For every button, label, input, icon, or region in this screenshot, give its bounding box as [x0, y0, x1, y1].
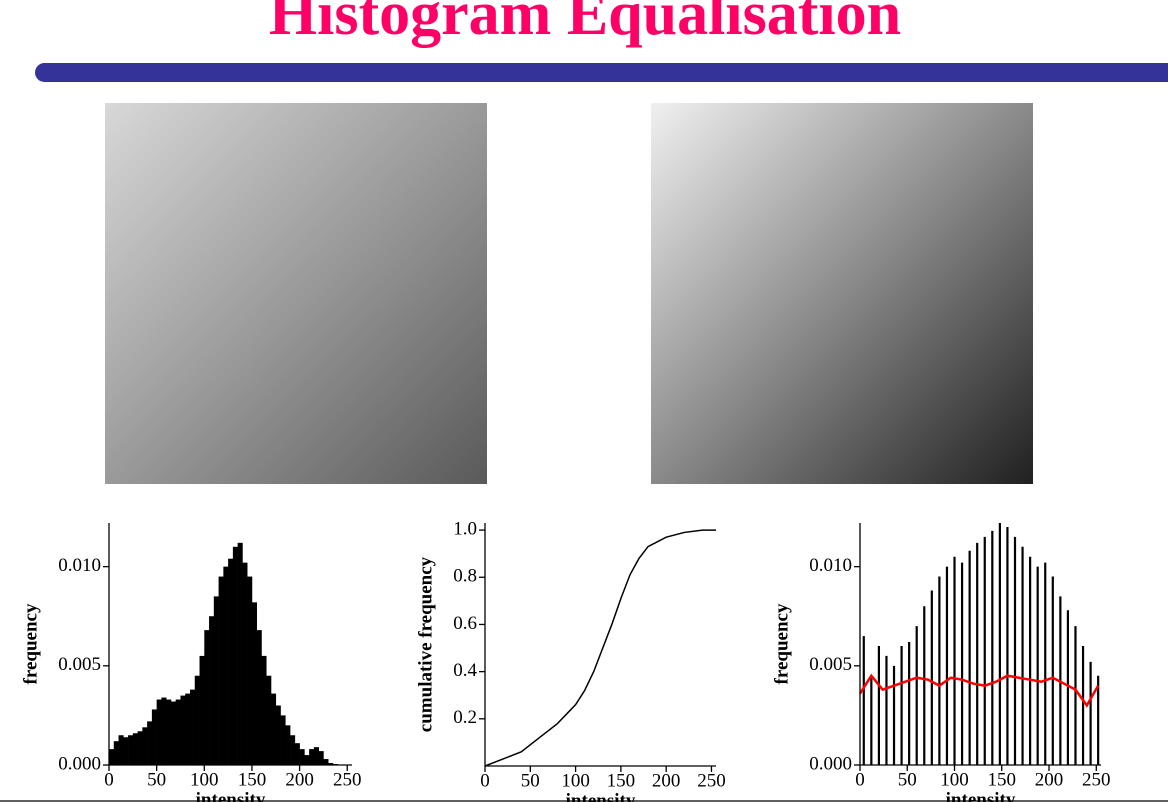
x-tick-label: 0	[855, 769, 865, 790]
x-tick-label: 250	[697, 770, 726, 791]
x-tick-label: 250	[1082, 769, 1111, 790]
x-tick-label: 200	[1035, 769, 1064, 790]
histogram-bar	[166, 699, 172, 765]
histogram-bar	[170, 701, 177, 765]
y-tick-label: 0.005	[809, 654, 852, 675]
data-line	[858, 673, 1100, 708]
histogram-bar	[151, 709, 157, 765]
histogram-bar	[271, 693, 277, 765]
y-tick-label: 0.000	[809, 753, 852, 774]
histogram-bar	[313, 747, 319, 765]
histogram-bar	[113, 741, 119, 765]
histogram-bar	[204, 630, 210, 765]
x-axis-label: intensity	[566, 790, 636, 802]
x-tick-label: 0	[104, 769, 114, 790]
y-tick-label: 0.010	[809, 555, 852, 576]
data-line	[484, 529, 716, 767]
histogram-bar	[175, 699, 181, 765]
histogram-bar	[232, 546, 238, 765]
y-tick-label: 1.0	[453, 518, 477, 539]
histogram-bar	[156, 699, 162, 765]
histogram-bar	[318, 751, 324, 765]
histogram-bar	[261, 655, 267, 765]
histogram-bar	[275, 705, 281, 765]
y-tick-label: 0.6	[453, 613, 477, 634]
x-tick-label: 150	[238, 769, 267, 790]
y-tick-label: 0.010	[58, 555, 101, 576]
histogram-bar	[199, 655, 205, 765]
y-tick-label: 0.005	[58, 654, 101, 675]
y-axis-label: frequency	[20, 603, 41, 684]
histogram-bar	[209, 616, 215, 765]
slide-title: Histogram Equalisation	[269, 0, 901, 48]
histogram-bar	[280, 715, 286, 765]
x-tick-label: 50	[521, 770, 540, 791]
histogram-bar	[142, 727, 148, 765]
x-tick-label: 200	[285, 769, 314, 790]
x-tick-label: 50	[147, 769, 166, 790]
histogram-bar	[161, 697, 167, 765]
title-bar	[35, 63, 1168, 82]
histogram-bar	[323, 759, 329, 765]
x-tick-label: 150	[988, 769, 1017, 790]
histogram-bar	[251, 602, 258, 765]
histogram-bar	[299, 749, 305, 765]
histogram-bar	[285, 725, 291, 765]
x-tick-label: 250	[333, 769, 362, 790]
histogram-bar	[223, 566, 229, 765]
histogram-bar	[228, 558, 234, 765]
histogram-bar	[247, 576, 253, 765]
x-axis-label: intensity	[196, 789, 266, 802]
original-image	[105, 103, 487, 484]
x-tick-label: 0	[480, 770, 490, 791]
x-axis-label: intensity	[946, 789, 1016, 802]
histogram-bar	[328, 763, 334, 765]
y-axis-label: cumulative frequency	[415, 556, 436, 732]
histogram-bar	[290, 735, 296, 765]
histogram-bar	[256, 630, 262, 765]
x-tick-label: 100	[190, 769, 219, 790]
y-axis-label: frequency	[771, 603, 792, 684]
histogram-bar	[213, 596, 219, 765]
y-tick-label: 0.4	[453, 660, 477, 681]
histogram-bar	[132, 733, 138, 765]
histogram-bar	[237, 542, 243, 765]
equalised-image	[651, 103, 1033, 484]
x-tick-label: 50	[898, 769, 917, 790]
y-tick-label: 0.2	[453, 707, 477, 728]
histogram-bar	[218, 576, 224, 765]
histogram-bar	[118, 735, 124, 765]
histogram-bar	[147, 721, 153, 765]
histogram-bar	[137, 731, 143, 765]
x-tick-label: 100	[940, 769, 969, 790]
histogram-bar	[180, 695, 186, 765]
histogram-bar	[242, 562, 248, 765]
histogram-bar	[109, 749, 115, 765]
x-tick-label: 150	[607, 770, 636, 791]
x-tick-label: 200	[652, 770, 681, 791]
histogram-bar	[128, 735, 134, 765]
histogram-bar	[190, 689, 196, 765]
histogram-bar	[309, 749, 315, 765]
y-tick-label: 0.8	[453, 566, 477, 587]
histogram-bar	[266, 675, 272, 765]
histogram-bar	[304, 755, 310, 765]
histogram-bar	[294, 743, 300, 765]
y-tick-label: 0.000	[58, 753, 101, 774]
histogram-bar	[123, 737, 129, 765]
x-tick-label: 100	[561, 770, 590, 791]
histogram-bar	[194, 675, 200, 765]
histogram-bar	[185, 693, 191, 765]
